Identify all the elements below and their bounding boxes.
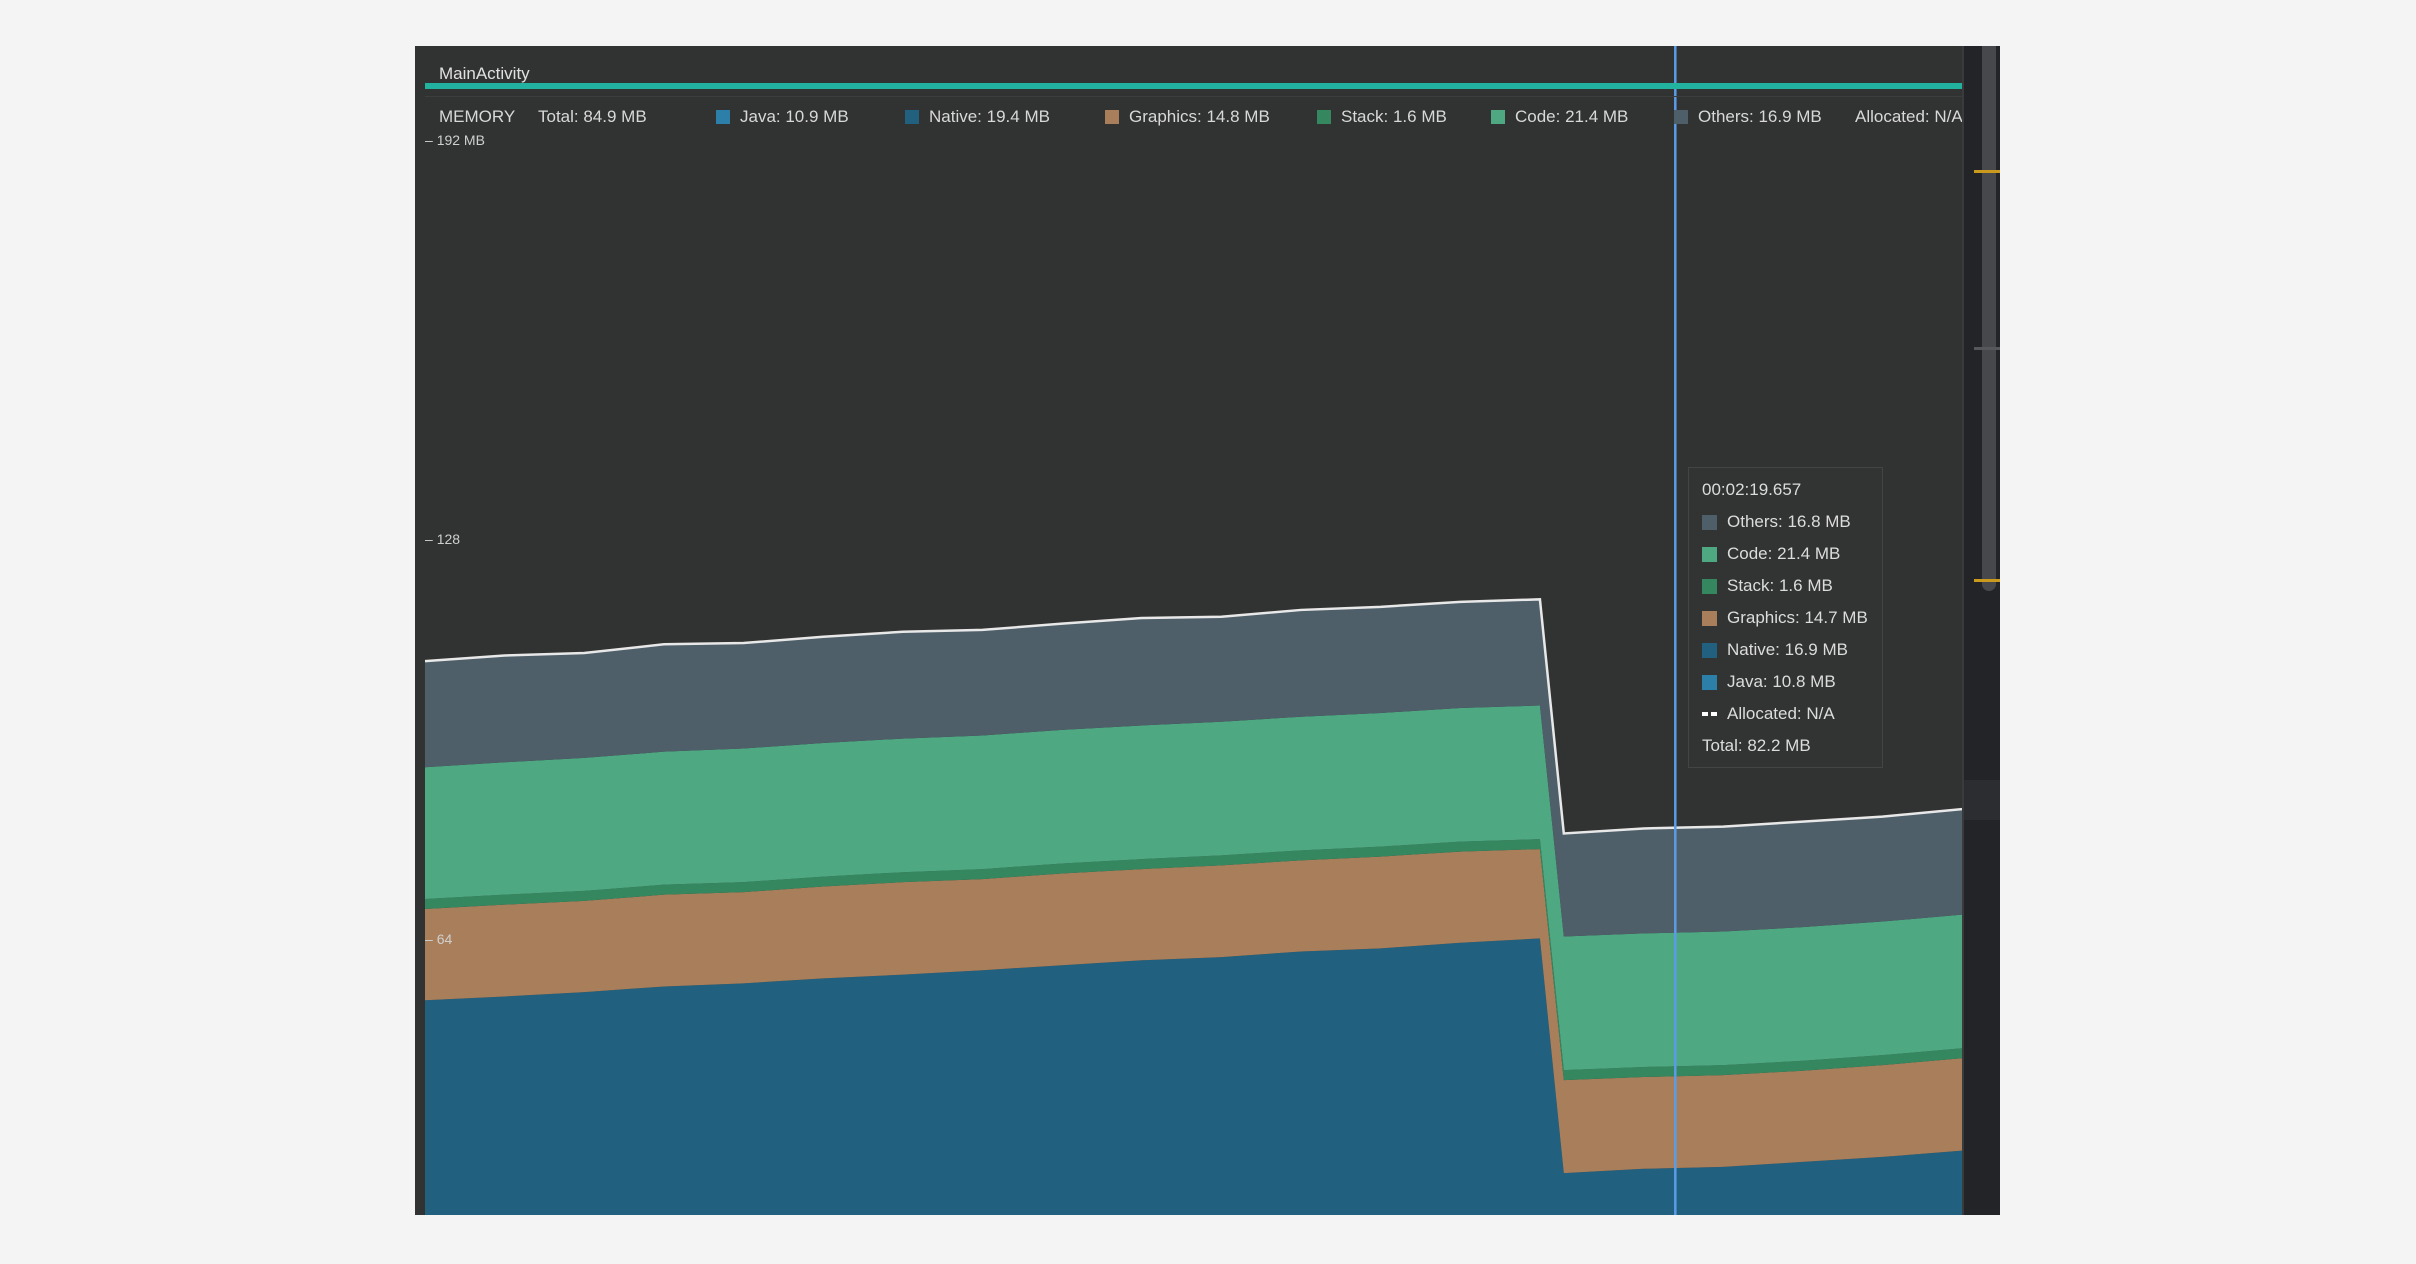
divider	[425, 96, 1962, 97]
tooltip-java: Java: 10.8 MB	[1727, 672, 1836, 691]
legend-stack: Stack: 1.6 MB	[1317, 106, 1447, 128]
legend-native: Native: 19.4 MB	[905, 106, 1050, 128]
tooltip-code: Code: 21.4 MB	[1727, 544, 1841, 563]
memory-stacked-area-chart[interactable]	[415, 46, 1962, 1215]
legend-code: Code: 21.4 MB	[1491, 106, 1628, 128]
native-swatch-icon	[1702, 642, 1717, 658]
tooltip: 00:02:19.657 Others: 16.8 MB Code: 21.4 …	[1688, 467, 1883, 768]
activity-label: MainActivity	[439, 64, 530, 83]
y-tick-label: 64	[436, 931, 453, 947]
others-swatch-icon	[1674, 110, 1688, 124]
others-swatch-icon	[1702, 514, 1717, 530]
java-swatch-icon	[1702, 674, 1717, 690]
legend-others-label: Others: 16.9 MB	[1698, 107, 1822, 126]
tooltip-stack: Stack: 1.6 MB	[1727, 576, 1833, 595]
allocated-dash-icon	[1702, 712, 1717, 716]
area-native	[425, 938, 1962, 1215]
graphics-swatch-icon	[1105, 110, 1119, 124]
legend-code-label: Code: 21.4 MB	[1515, 107, 1629, 126]
memory-legend: MEMORY Total: 84.9 MB Java: 10.9 MB Nati…	[439, 106, 1969, 128]
memory-label: MEMORY	[439, 107, 516, 126]
tooltip-time: 00:02:19.657	[1702, 480, 1802, 499]
legend-java: Java: 10.9 MB	[716, 106, 849, 128]
tooltip-graphics: Graphics: 14.7 MB	[1727, 608, 1868, 627]
legend-graphics-label: Graphics: 14.8 MB	[1129, 107, 1270, 126]
vertical-scrollbar[interactable]	[1962, 46, 2000, 1215]
graphics-swatch-icon	[1702, 610, 1717, 626]
y-tick-192: – 192 MB	[425, 132, 485, 148]
area-code	[425, 705, 1962, 1071]
activity-timeline-bar[interactable]	[425, 83, 1962, 89]
java-swatch-icon	[716, 110, 730, 124]
tooltip-allocated: Allocated: N/A	[1727, 704, 1835, 723]
stack-swatch-icon	[1317, 110, 1331, 124]
scroll-marker	[1974, 579, 2000, 582]
y-tick-64: – 64	[425, 931, 453, 947]
code-swatch-icon	[1491, 110, 1505, 124]
scrollbar-thumb[interactable]	[1982, 46, 1996, 591]
stack-swatch-icon	[1702, 578, 1717, 594]
scroll-marker	[1974, 170, 2000, 173]
tooltip-native: Native: 16.9 MB	[1727, 640, 1848, 659]
y-tick-label: 192 MB	[436, 132, 485, 148]
scroll-highlight-band	[1964, 780, 2000, 820]
tooltip-others: Others: 16.8 MB	[1727, 512, 1851, 531]
legend-java-label: Java: 10.9 MB	[740, 107, 849, 126]
legend-graphics: Graphics: 14.8 MB	[1105, 106, 1270, 128]
legend-others: Others: 16.9 MB	[1674, 106, 1822, 128]
memory-profiler-panel: MainActivity MEMORY Total: 84.9 MB Java:…	[415, 46, 2000, 1215]
y-tick-128: – 128	[425, 531, 461, 547]
legend-total: Total: 84.9 MB	[538, 107, 647, 126]
legend-stack-label: Stack: 1.6 MB	[1341, 107, 1447, 126]
y-tick-label: 128	[436, 531, 461, 547]
total-line	[424, 598, 1962, 835]
scroll-marker	[1974, 347, 2000, 350]
code-swatch-icon	[1702, 546, 1717, 562]
area-graphics	[425, 849, 1962, 1174]
area-others	[425, 599, 1962, 937]
legend-native-label: Native: 19.4 MB	[929, 107, 1050, 126]
tooltip-total: Total: 82.2 MB	[1702, 736, 1811, 755]
native-swatch-icon	[905, 110, 919, 124]
legend-allocated: Allocated: N/A	[1855, 107, 1963, 126]
